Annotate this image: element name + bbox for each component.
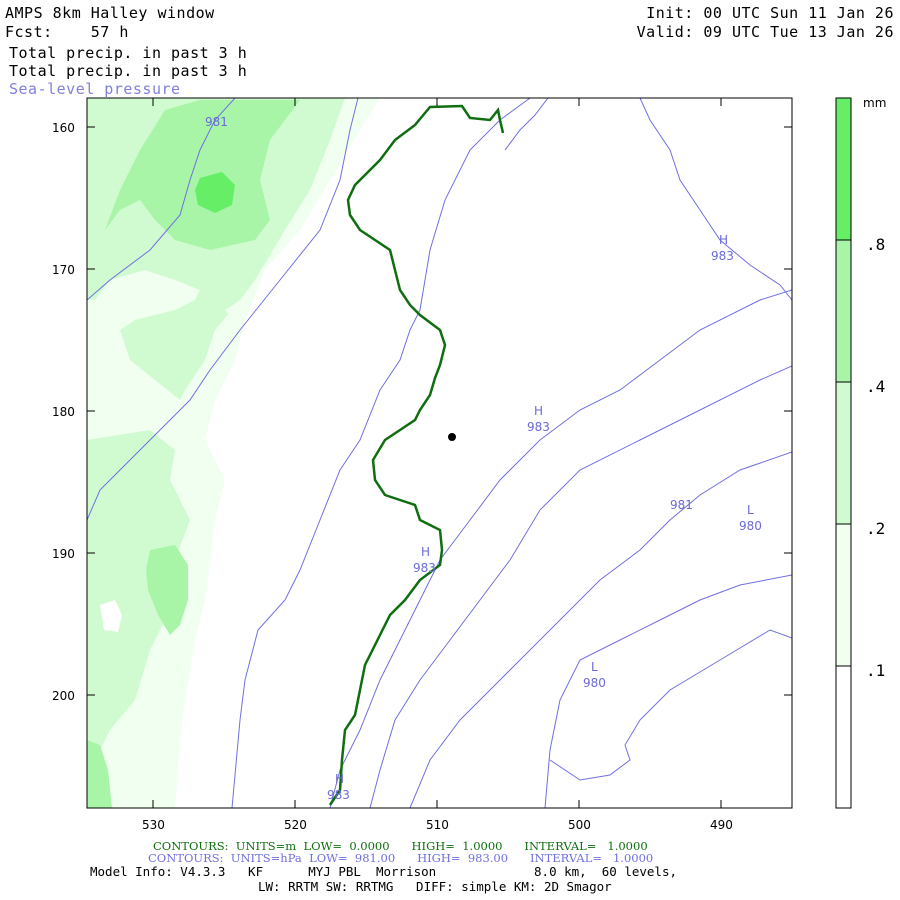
high-marker-center: H	[534, 404, 543, 418]
precip-band-high	[105, 100, 300, 250]
low-marker-east: L	[747, 503, 754, 517]
contour-info-height: CONTOURS: UNITS=m LOW= 0.0000 HIGH= 1.00…	[153, 839, 648, 853]
precip-band-high-2	[146, 545, 188, 635]
colorbar-band-high	[836, 240, 851, 382]
colorbar: mm .8 .4 .2 .1	[835, 96, 886, 809]
model-info-line-2: LW: RRTM SW: RRTMG DIFF: simple KM: 2D S…	[258, 879, 612, 894]
precip-max-patch	[195, 172, 235, 213]
valid-time: Valid: 09 UTC Tue 13 Jan 26	[636, 23, 894, 41]
y-axis	[87, 98, 792, 808]
low-value-south: 980	[583, 676, 606, 690]
colorbar-band-mid	[836, 382, 851, 524]
x-tick-label: 510	[426, 818, 449, 832]
high-value: 983	[711, 249, 734, 263]
precip-band-high-3	[87, 740, 112, 808]
y-tick-label: 160	[52, 121, 75, 135]
model-info-line-1: Model Info: V4.3.3 KF MYJ PBL Morrison 8…	[90, 864, 677, 879]
precip-band-light	[87, 98, 380, 808]
isobar-983-north	[504, 98, 549, 151]
isobar-981-east	[409, 451, 792, 808]
init-time: Init: 00 UTC Sun 11 Jan 26	[646, 4, 894, 22]
coastline-contour	[328, 104, 505, 806]
isobar-981-west	[87, 98, 236, 301]
colorbar-label: .1	[866, 661, 885, 680]
x-tick-label: 530	[142, 818, 165, 832]
field-label-1: Total precip. in past 3 h	[9, 44, 248, 62]
high-value-south: 983	[327, 788, 350, 802]
y-tick-label: 180	[52, 405, 75, 419]
field-label-3: Sea-level pressure	[9, 80, 181, 98]
isobar-983-ne	[639, 98, 792, 301]
precip-shading	[87, 98, 380, 808]
low-value-east: 980	[739, 519, 762, 533]
forecast-hour: Fcst: 57 h	[5, 23, 129, 41]
station-marker	[448, 433, 456, 441]
high-marker-south: H	[335, 772, 344, 786]
isobars	[87, 98, 792, 808]
low-marker-south: L	[591, 660, 598, 674]
isobar-980-east	[544, 574, 792, 808]
plot-frame	[86, 97, 793, 809]
isobar-980-inner	[549, 629, 792, 781]
pressure-labels: 981 H 983 H 983 981 L 980 H 983 L 980 H …	[205, 115, 762, 802]
high-marker-west: H	[421, 545, 430, 559]
x-tick-label: 500	[568, 818, 591, 832]
colorbar-band-light	[836, 524, 851, 666]
precip-band-mid-2	[87, 430, 190, 780]
colorbar-label: .2	[866, 519, 885, 538]
colorbar-unit: mm	[863, 96, 886, 110]
map-title: AMPS 8km Halley window	[5, 4, 215, 22]
isobar-label-981-east: 981	[670, 498, 693, 512]
colorbar-label: .8	[866, 235, 885, 254]
isobar-982-center	[369, 365, 792, 808]
high-marker: H	[719, 233, 728, 247]
high-value-center: 983	[527, 420, 550, 434]
isobar-982-west	[87, 98, 359, 521]
field-label-2: Total precip. in past 3 h	[9, 62, 248, 80]
y-tick-label: 200	[52, 689, 75, 703]
isobar-label-981: 981	[205, 115, 228, 129]
x-tick-label: 490	[710, 818, 733, 832]
colorbar-band-max	[836, 98, 851, 240]
y-tick-label: 170	[52, 263, 75, 277]
high-value-west: 983	[413, 561, 436, 575]
isobar-983-mid	[231, 98, 531, 808]
colorbar-band-zero	[836, 666, 851, 808]
contour-info-pressure: CONTOURS: UNITS=hPa LOW= 981.00 HIGH= 98…	[148, 851, 654, 865]
colorbar-label: .4	[866, 377, 885, 396]
precip-clear-spot-2	[225, 300, 250, 330]
y-tick-label: 190	[52, 547, 75, 561]
isobar-983-center	[329, 289, 792, 808]
precip-clear-spot	[100, 600, 122, 632]
x-tick-label: 520	[284, 818, 307, 832]
